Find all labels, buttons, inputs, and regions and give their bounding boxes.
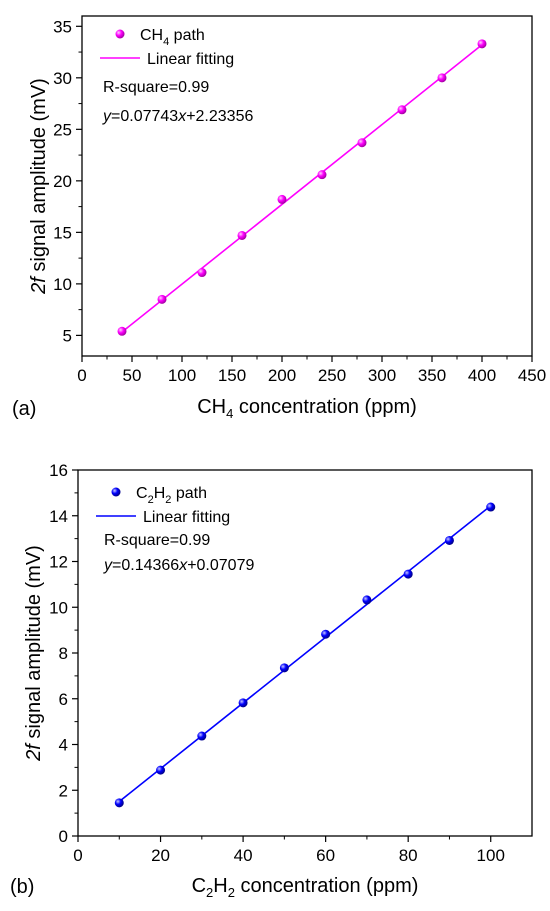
data-point-ch4 <box>397 105 407 115</box>
data-point-c2h2 <box>279 663 289 673</box>
y-tick-label: 15 <box>53 223 72 242</box>
legend-label-fit: Linear fitting <box>147 51 234 68</box>
data-point-c2h2 <box>156 765 166 775</box>
r-square-annotation: R-square=0.99 <box>103 79 209 96</box>
y-tick-label: 12 <box>49 553 68 572</box>
y-axis-label: 2f signal amplitude (mV) <box>28 78 50 295</box>
x-tick-label: 250 <box>318 366 346 385</box>
data-points <box>114 502 496 808</box>
y-tick-label: 0 <box>59 827 68 846</box>
x-tick-label: 60 <box>316 846 335 865</box>
fit-line <box>121 44 483 333</box>
x-tick-label: 100 <box>168 366 196 385</box>
data-point-c2h2 <box>114 798 124 808</box>
y-tick-label: 30 <box>53 69 72 88</box>
y-tick-label: 8 <box>59 644 68 663</box>
x-tick-label: 0 <box>77 366 86 385</box>
x-tick-label: 300 <box>368 366 396 385</box>
panel-label-a: (a) <box>12 398 36 420</box>
legend-label-ch4: CH4 path <box>140 27 205 48</box>
data-point-ch4 <box>157 294 167 304</box>
fit-equation: y=0.14366x+0.07079 <box>103 557 254 574</box>
data-point-ch4 <box>317 170 327 180</box>
data-point-ch4 <box>277 194 287 204</box>
legend-label-c2h2: C2H2 path <box>136 485 207 506</box>
x-tick-label: 50 <box>123 366 142 385</box>
y-tick-label: 35 <box>53 17 72 36</box>
x-tick-label: 350 <box>418 366 446 385</box>
y-tick-label: 14 <box>49 507 68 526</box>
x-tick-label: 100 <box>477 846 505 865</box>
chart-panel-b: 0 20 40 60 80 100 0 2 4 6 8 10 12 14 16 C2H2 path Line… <box>10 461 533 900</box>
y-tick-label: 20 <box>53 172 72 191</box>
fit-line-group <box>118 505 492 803</box>
chart-panel-a: 0 50 100 150 200 250 300 350 400 450 5 10 15 20 25 30 35… <box>12 15 546 421</box>
y-tick-label: 2 <box>59 781 68 800</box>
legend-marker-c2h2 <box>111 487 121 497</box>
x-tick-label: 150 <box>218 366 246 385</box>
x-tick-label: 400 <box>468 366 496 385</box>
data-point-c2h2 <box>403 569 413 579</box>
legend: CH4 path Linear fitting <box>100 27 234 68</box>
y-tick-label: 4 <box>59 736 68 755</box>
data-point-c2h2 <box>444 535 454 545</box>
legend: C2H2 path Linear fitting <box>96 485 230 526</box>
data-point-ch4 <box>437 73 447 83</box>
data-point-ch4 <box>357 138 367 148</box>
data-point-ch4 <box>237 230 247 240</box>
x-tick-label: 20 <box>151 846 170 865</box>
x-tick-label: 0 <box>73 846 82 865</box>
x-tick-label: 450 <box>518 366 546 385</box>
y-tick-label: 25 <box>53 120 72 139</box>
y-axis-label: 2f signal amplitude (mV) <box>23 545 45 762</box>
data-point-ch4 <box>197 268 207 278</box>
data-point-c2h2 <box>238 698 248 708</box>
y-tick-label: 10 <box>53 275 72 294</box>
data-point-c2h2 <box>486 502 496 512</box>
legend-label-fit: Linear fitting <box>143 509 230 526</box>
y-tick-label: 5 <box>63 326 72 345</box>
panel-label-b: (b) <box>10 876 34 898</box>
legend-marker-ch4 <box>115 29 125 39</box>
x-tick-label: 200 <box>268 366 296 385</box>
fit-line-group <box>121 44 483 333</box>
x-tick-label: 40 <box>234 846 253 865</box>
data-point-c2h2 <box>321 629 331 639</box>
fit-equation: y=0.07743x+2.23356 <box>102 108 253 125</box>
x-axis-label: C2H2 concentration (ppm) <box>192 875 419 900</box>
y-tick-label: 10 <box>49 598 68 617</box>
r-square-annotation: R-square=0.99 <box>104 532 210 549</box>
y-tick-label: 6 <box>59 690 68 709</box>
data-point-ch4 <box>477 39 487 49</box>
y-tick-label: 16 <box>49 461 68 480</box>
data-point-c2h2 <box>197 731 207 741</box>
fit-line <box>118 505 492 803</box>
data-point-c2h2 <box>362 595 372 605</box>
data-point-ch4 <box>117 326 127 336</box>
x-tick-label: 80 <box>399 846 418 865</box>
axis-ticks: 0 20 40 60 80 100 0 2 4 6 8 10 12 14 16 <box>49 461 505 865</box>
data-points <box>117 39 487 336</box>
axis-ticks: 0 50 100 150 200 250 300 350 400 450 5 10 15 20 25 30 35 <box>53 17 546 385</box>
x-axis-label: CH4 concentration (ppm) <box>197 396 417 421</box>
